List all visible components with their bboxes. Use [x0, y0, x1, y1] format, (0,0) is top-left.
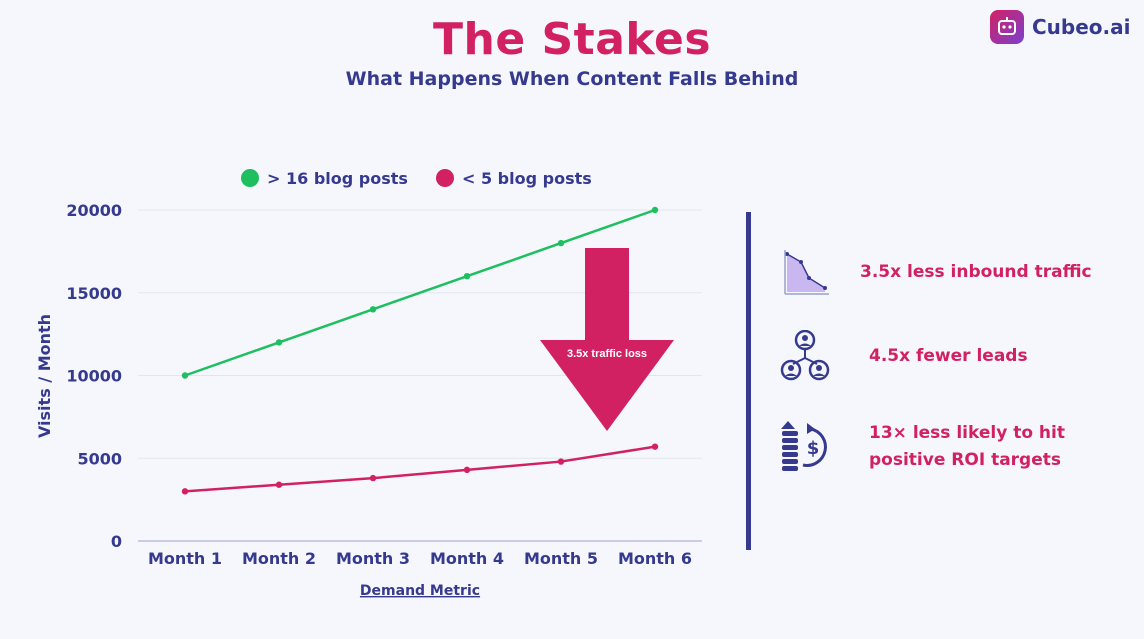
y-tick-label: 5000 [77, 449, 122, 468]
stat-traffic: 3.5x less inbound traffic [781, 246, 1092, 298]
series-line [184, 208, 656, 377]
legend-label: > 16 blog posts [267, 169, 408, 188]
y-tick-label: 20000 [66, 201, 122, 220]
x-tick-label: Month 4 [430, 549, 504, 568]
legend: > 16 blog posts < 5 blog posts [241, 169, 592, 188]
data-point [463, 466, 471, 474]
page-title: The Stakes [432, 14, 712, 65]
y-tick-label: 15000 [66, 284, 122, 303]
data-point [463, 273, 471, 280]
stat-text: 3.5x less inbound traffic [860, 261, 1092, 282]
page-subtitle: What Happens When Content Falls Behind [345, 68, 799, 90]
data-point [557, 458, 565, 465]
y-tick-label: 0 [111, 532, 122, 551]
divider [746, 212, 751, 550]
people-network-icon [780, 330, 830, 381]
down-arrow-shape [540, 248, 674, 431]
legend-marker [241, 169, 259, 187]
x-tick-label: Month 6 [618, 549, 692, 568]
x-tick-label: Month 3 [336, 549, 410, 568]
legend-label: < 5 blog posts [462, 169, 592, 188]
data-point [181, 488, 189, 495]
robot-logo-icon [990, 10, 1024, 44]
series-lines [181, 206, 659, 495]
svg-text:$: $ [807, 438, 820, 459]
data-point [651, 443, 659, 450]
x-axis-title: Demand Metric [360, 583, 480, 599]
stat-leads: 4.5x fewer leads [779, 330, 1028, 382]
series-line [184, 445, 656, 493]
stat-text: 4.5x fewer leads [869, 345, 1028, 366]
data-point [275, 339, 283, 346]
x-tick-label: Month 5 [524, 549, 598, 568]
legend-marker [436, 169, 454, 187]
stat-roi: $ 13× less likely to hit positive ROI ta… [779, 420, 1065, 474]
x-tick-label: Month 2 [242, 549, 316, 568]
x-tick-label: Month 1 [148, 549, 222, 568]
roi-growth-icon: $ [781, 421, 827, 471]
data-point [181, 372, 189, 379]
data-point [369, 306, 377, 313]
arrow-label: 3.5x traffic loss [567, 348, 647, 360]
brand-name: Cubeo.ai [1032, 15, 1131, 39]
x-axis-ticks: Month 1 Month 2 Month 3 Month 4 Month 5 Month… [148, 549, 692, 568]
y-tick-label: 10000 [66, 367, 122, 386]
data-point [369, 474, 377, 482]
traffic-loss-arrow: 3.5x traffic loss [540, 248, 674, 431]
data-point [557, 239, 565, 247]
declining-chart-icon [784, 250, 829, 295]
y-axis-title: Visits / Month [35, 314, 54, 438]
y-axis-ticks: 0 5000 10000 15000 20000 [66, 201, 122, 551]
data-point [651, 206, 659, 214]
data-point [275, 481, 283, 488]
brand[interactable]: Cubeo.ai [990, 10, 1131, 44]
stat-text: 13× less likely to hit positive ROI targ… [869, 423, 1065, 470]
